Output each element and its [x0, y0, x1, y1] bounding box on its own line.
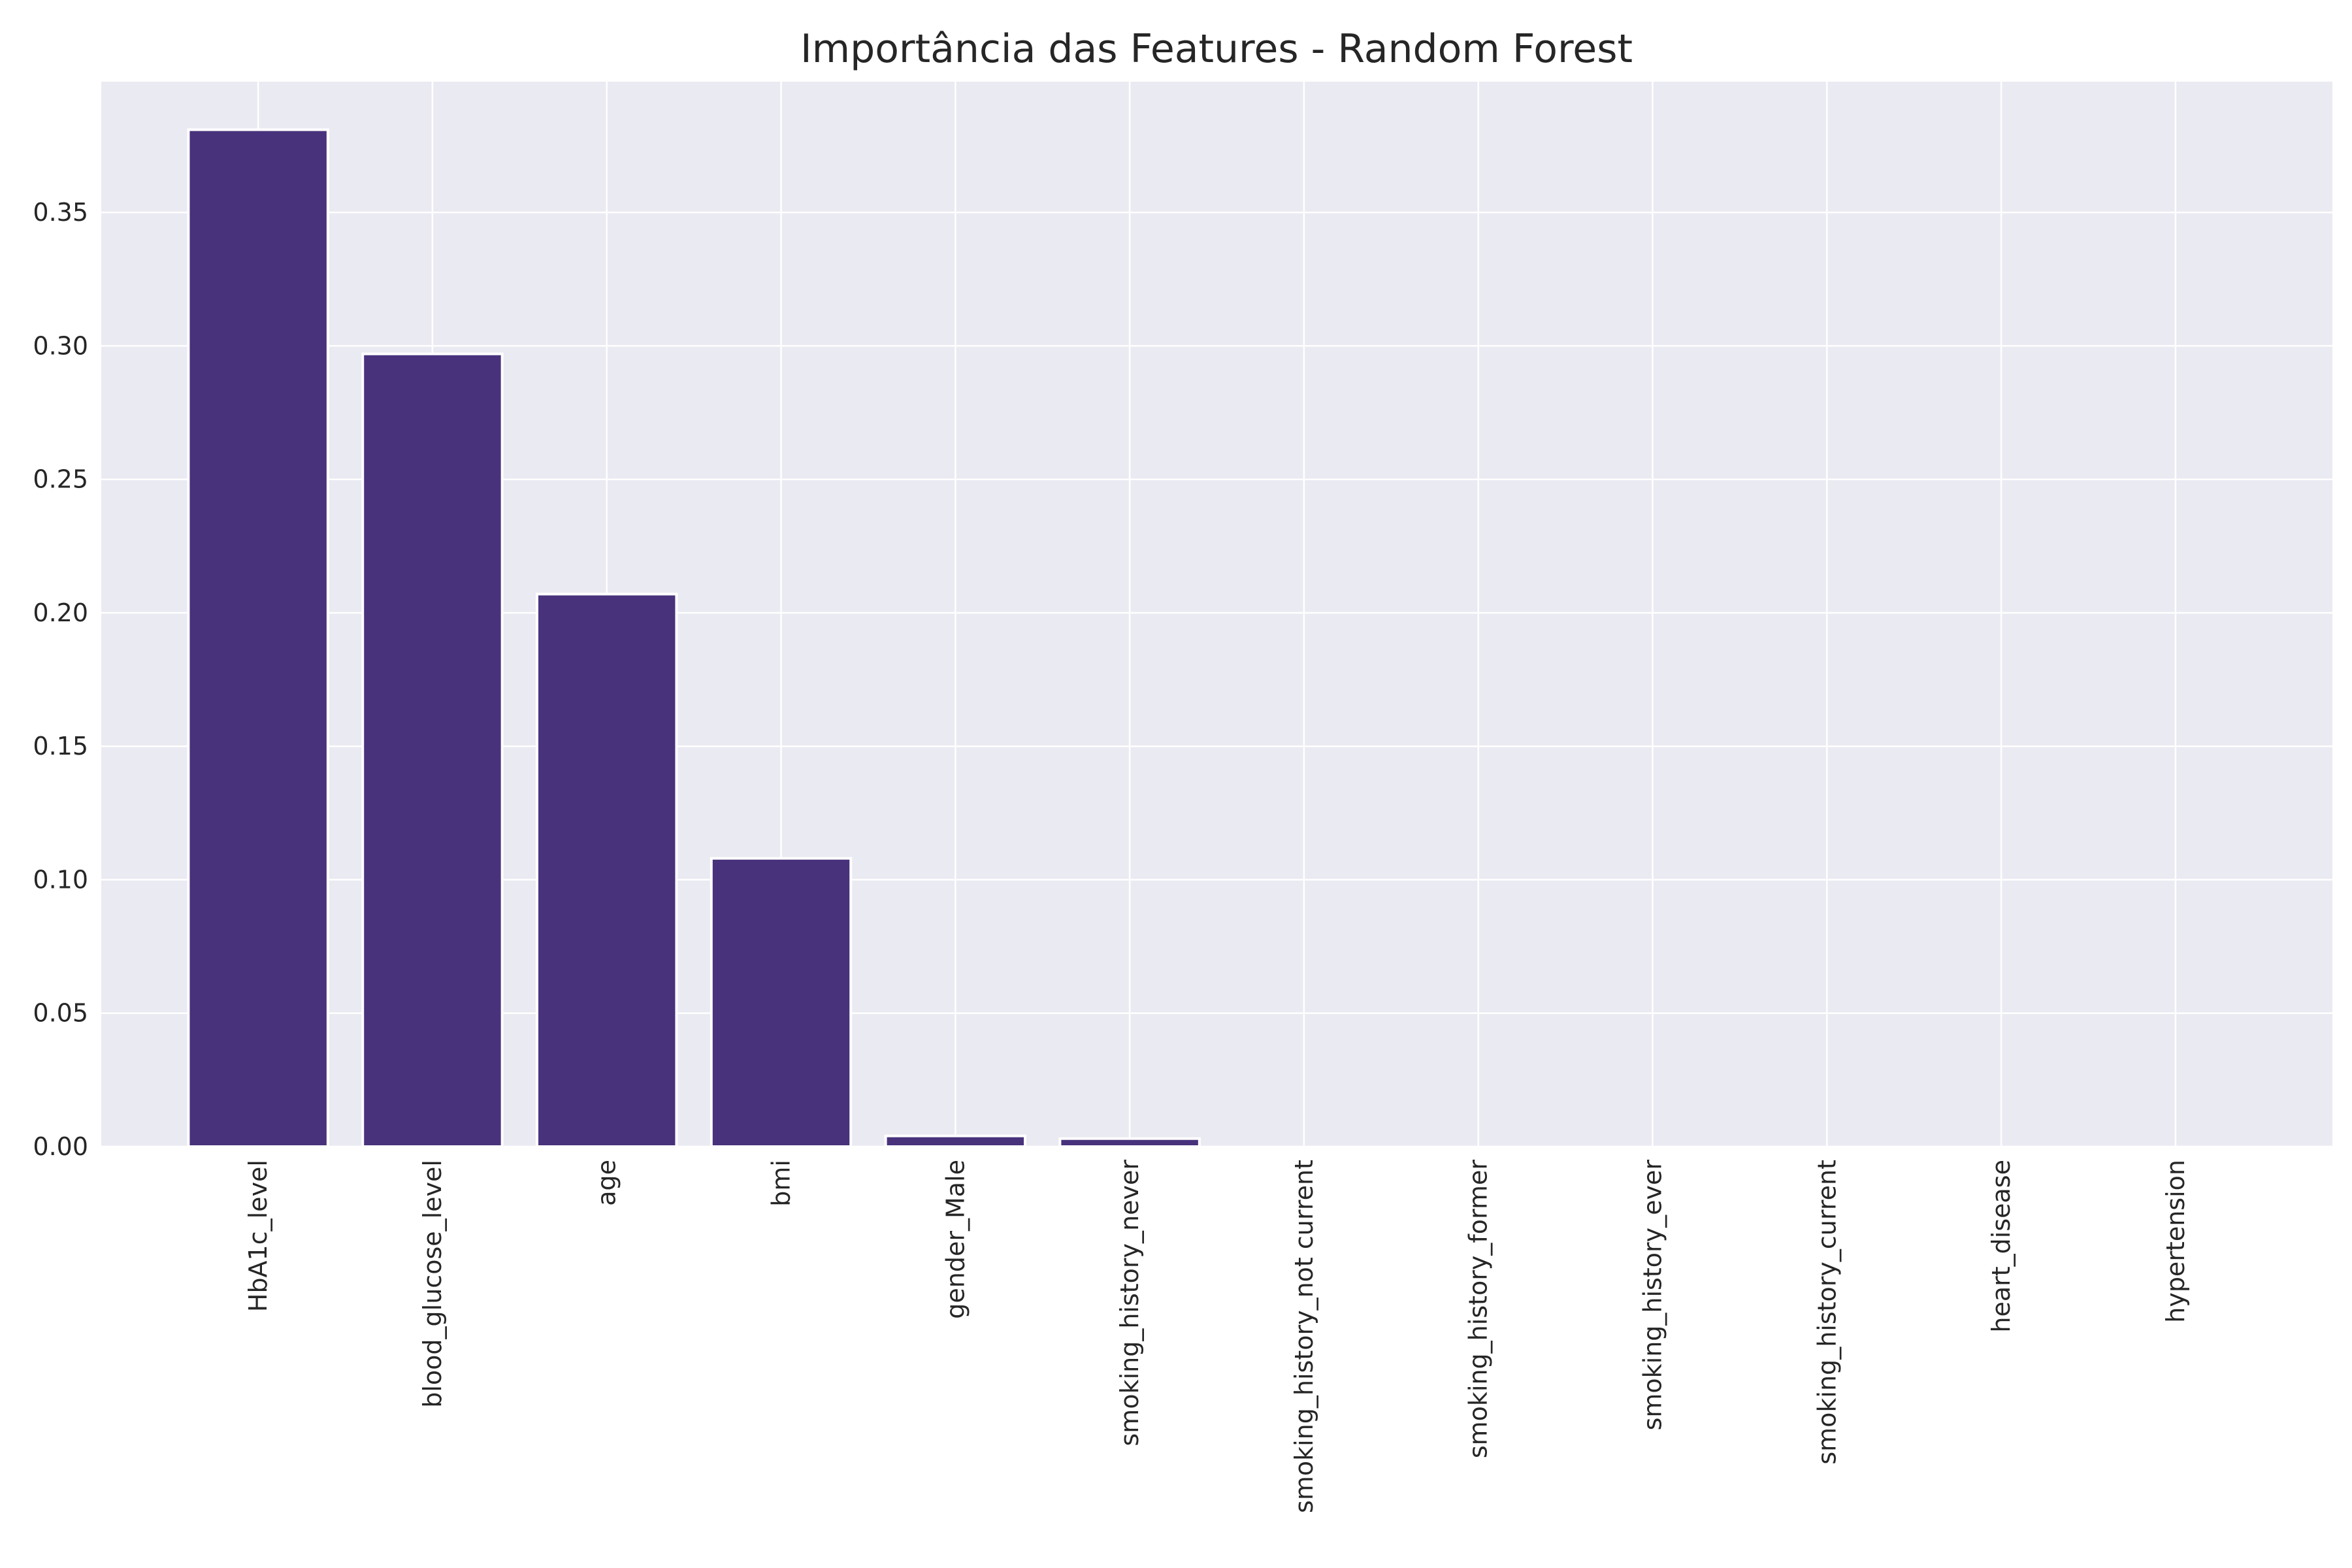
bars — [187, 128, 1201, 1149]
chart-title: Importância das Features - Random Forest — [800, 26, 1633, 72]
x-tick-label: blood_glucose_level — [418, 1160, 447, 1408]
y-axis-ticks: 0.00 0.05 0.10 0.15 0.20 0.25 0.30 0.35 — [33, 198, 88, 1161]
y-tick-label: 0.25 — [33, 465, 88, 494]
bar-hba1c-level — [187, 128, 329, 1149]
y-tick-label: 0.30 — [33, 331, 88, 360]
x-tick-label: smoking_history_not current — [1290, 1160, 1318, 1513]
y-tick-label: 0.15 — [33, 732, 88, 760]
x-tick-label: smoking_history_former — [1464, 1160, 1493, 1459]
bar-age — [535, 593, 678, 1148]
y-tick-label: 0.20 — [33, 598, 88, 627]
y-tick-label: 0.05 — [33, 999, 88, 1028]
bar-smoking-history-never — [1058, 1137, 1201, 1149]
bar-gender-male — [884, 1134, 1027, 1149]
x-tick-label: smoking_history_never — [1115, 1160, 1144, 1446]
x-tick-label: HbA1c_level — [244, 1160, 272, 1312]
x-tick-label: smoking_history_ever — [1638, 1160, 1667, 1431]
x-tick-label: hypertension — [2161, 1160, 2190, 1323]
x-tick-label: heart_disease — [1987, 1160, 2016, 1333]
bar-bmi — [710, 857, 853, 1148]
y-tick-label: 0.35 — [33, 198, 88, 227]
x-tick-label: smoking_history_current — [1812, 1160, 1841, 1465]
bar-blood-glucose-level — [361, 352, 504, 1148]
y-tick-label: 0.00 — [33, 1132, 88, 1161]
x-tick-label: bmi — [767, 1160, 796, 1207]
x-tick-label: gender_Male — [941, 1160, 970, 1319]
x-tick-label: age — [593, 1160, 621, 1206]
y-tick-label: 0.10 — [33, 865, 88, 894]
x-axis-ticks: HbA1c_level blood_glucose_level age bmi gend… — [244, 1160, 2190, 1513]
